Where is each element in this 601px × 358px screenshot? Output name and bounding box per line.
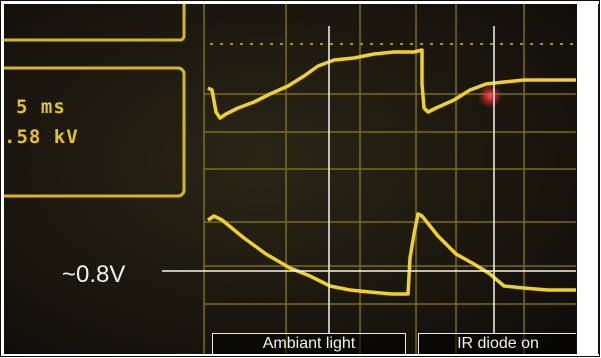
red-light-spot: [478, 84, 502, 108]
ir-diode-label: IR diode on: [418, 333, 576, 354]
readout-voltage: .58 kV: [4, 126, 79, 148]
right-margin: [576, 4, 599, 354]
readout-time: 5 ms: [16, 96, 66, 118]
readout-panel-top: [4, 4, 186, 42]
upper-trace: [207, 48, 576, 120]
oscilloscope-photo: 5 ms .58 kV ~0.8V Ambiant light IR diode…: [4, 4, 576, 354]
voltage-level-label: ~0.8V: [62, 261, 126, 288]
readout-panel: [4, 66, 186, 198]
scope-screen: [4, 4, 576, 354]
grid: [203, 4, 576, 354]
ambient-light-label: Ambiant light: [212, 333, 406, 354]
marker-lines: [162, 26, 576, 334]
lower-trace: [207, 212, 576, 296]
screen-background: [4, 4, 576, 354]
